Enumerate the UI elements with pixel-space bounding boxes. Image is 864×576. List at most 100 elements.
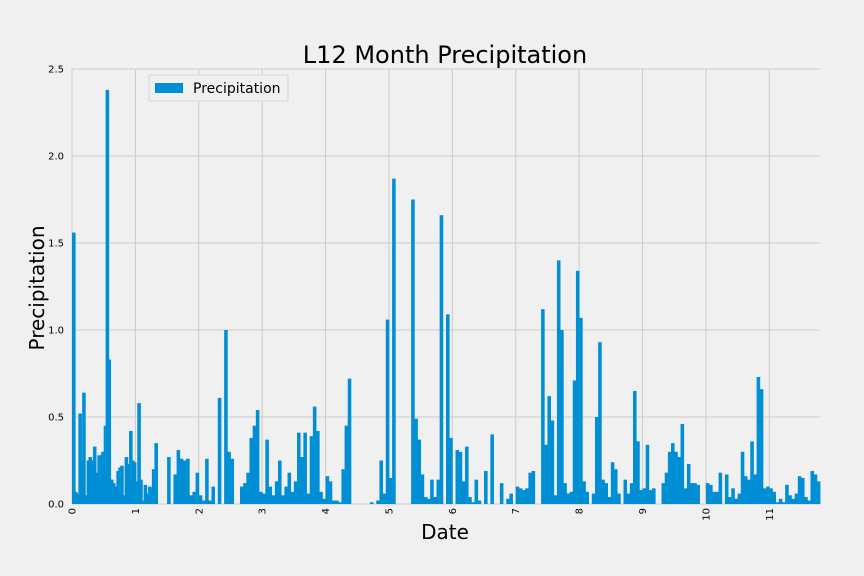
bar: [756, 376, 761, 504]
bar: [610, 462, 615, 504]
bar: [426, 498, 431, 504]
bar: [724, 474, 729, 504]
bar: [560, 330, 564, 504]
bar: [563, 483, 567, 504]
bar: [72, 232, 76, 504]
bar: [420, 474, 425, 504]
bar: [477, 500, 482, 504]
x-tick-label: 5: [384, 508, 395, 514]
bar: [107, 359, 112, 504]
legend: Precipitation: [148, 74, 289, 102]
bar: [525, 488, 529, 504]
bar: [94, 472, 99, 504]
bar: [528, 472, 532, 504]
bar: [122, 495, 127, 504]
bar: [556, 260, 561, 504]
bar: [290, 491, 295, 504]
bar: [246, 472, 250, 504]
bar: [274, 481, 279, 504]
bar: [167, 457, 171, 504]
bar: [281, 495, 285, 504]
bar: [130, 460, 135, 504]
bar: [633, 390, 637, 504]
bar: [297, 432, 301, 504]
bar: [347, 378, 352, 504]
chart-title: L12 Month Precipitation: [303, 41, 587, 69]
bar: [139, 479, 143, 504]
bar: [124, 457, 129, 504]
bar: [88, 457, 93, 504]
bar: [411, 199, 415, 504]
bar: [639, 490, 643, 504]
bar: [189, 495, 193, 504]
bar: [278, 460, 282, 504]
bar: [753, 474, 758, 504]
bar: [718, 472, 723, 504]
bar: [693, 483, 697, 504]
bar: [696, 484, 700, 504]
bar: [522, 490, 526, 504]
bar: [778, 498, 783, 504]
bar: [255, 410, 260, 504]
x-tick-label: 4: [321, 508, 332, 514]
bar: [316, 430, 320, 504]
bar: [118, 467, 122, 504]
bar: [91, 460, 95, 504]
bar: [126, 463, 131, 504]
bar: [816, 481, 821, 504]
bar: [198, 495, 203, 504]
bar: [750, 441, 754, 504]
bar: [686, 463, 691, 504]
bar: [287, 472, 292, 504]
bar: [775, 502, 780, 504]
bar: [284, 486, 288, 504]
bar: [794, 493, 799, 504]
bar: [75, 493, 80, 504]
bar: [766, 486, 770, 504]
bar: [344, 425, 349, 504]
grid: [71, 68, 820, 505]
bar: [747, 479, 751, 504]
bar: [92, 446, 97, 504]
y-tick-label: 0.0: [48, 500, 64, 511]
bar: [490, 434, 494, 504]
bar: [807, 500, 811, 504]
bar: [306, 493, 311, 504]
bar: [626, 493, 631, 504]
bar: [325, 476, 330, 504]
bar: [553, 495, 558, 504]
bar: [392, 178, 396, 504]
bar: [683, 488, 688, 504]
bar: [227, 451, 231, 504]
bar: [208, 500, 212, 504]
x-tick-label: 9: [638, 508, 649, 514]
bar: [132, 462, 137, 504]
bar: [591, 493, 596, 504]
bar: [579, 317, 583, 504]
bar: [239, 486, 244, 504]
bar: [176, 450, 181, 504]
bar: [769, 488, 773, 504]
bar: [113, 486, 118, 504]
bar: [566, 493, 571, 504]
bar: [271, 495, 276, 504]
bar: [759, 389, 764, 504]
bar: [322, 498, 326, 504]
bar: [143, 484, 148, 504]
bar: [439, 215, 444, 504]
y-tick-labels: 0.0 0.5 1.0 1.5 2.0 2.5: [48, 65, 64, 511]
bar: [613, 469, 618, 504]
bar: [423, 497, 428, 504]
bar: [734, 498, 738, 504]
y-tick-label: 1.0: [48, 326, 64, 337]
bar: [192, 491, 197, 504]
x-tick-label: 2: [194, 508, 205, 514]
x-tick-label: 3: [258, 508, 269, 514]
bar: [446, 314, 450, 504]
bar: [781, 502, 786, 504]
bar: [677, 457, 681, 504]
bar: [785, 484, 789, 504]
bar: [645, 444, 650, 504]
bar: [78, 413, 82, 504]
